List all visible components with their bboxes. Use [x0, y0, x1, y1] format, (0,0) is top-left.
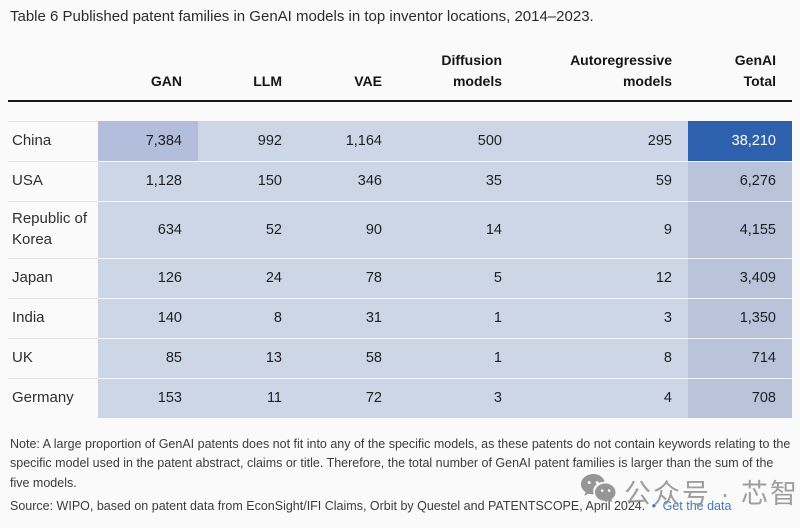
table-cell: 3,409	[688, 257, 792, 298]
table-cell: 58	[298, 337, 398, 378]
table-row-japan: Japan 126 24 78 5 12 3,409	[8, 257, 792, 298]
get-the-data-link[interactable]: Get the data	[662, 499, 732, 514]
table-cell: 1	[398, 337, 518, 378]
table-cell: 8	[518, 337, 688, 378]
table-cell: 126	[98, 257, 198, 298]
table-cell: 90	[298, 200, 398, 258]
table-cell: 14	[398, 200, 518, 258]
table-cell: 31	[298, 297, 398, 338]
table-cell: 714	[688, 337, 792, 378]
row-label-china: China	[8, 120, 98, 161]
table-cell: 150	[198, 160, 298, 201]
source-text: Source: WIPO, based on patent data from …	[10, 499, 646, 514]
table-cell: 35	[398, 160, 518, 201]
header-row: GAN LLM VAE Diffusion models Autoregress…	[8, 29, 792, 102]
table-cell: 11	[198, 377, 298, 418]
table-cell: 4,155	[688, 200, 792, 258]
bullet-separator: •	[651, 499, 657, 514]
table-cell: 12	[518, 257, 688, 298]
column-header-vae: VAE	[298, 29, 398, 102]
table-cell: 3	[398, 377, 518, 418]
header-body-spacer	[8, 101, 792, 121]
table-row-korea: Republic of Korea 634 52 90 14 9 4,155	[8, 200, 792, 258]
table-cell: 5	[398, 257, 518, 298]
table-cell: 1,164	[298, 121, 398, 161]
table-cell: 7,384	[98, 121, 198, 161]
table-row-germany: Germany 153 11 72 3 4 708	[8, 377, 792, 418]
table-cell-china-total: 38,210	[688, 121, 792, 161]
table-cell: 500	[398, 121, 518, 161]
column-header-diffusion: Diffusion models	[398, 29, 518, 102]
table-row-india: India 140 8 31 1 3 1,350	[8, 297, 792, 338]
row-label-germany: Germany	[8, 377, 98, 418]
column-header-autoregressive: Autoregressive models	[518, 29, 688, 102]
row-label-usa: USA	[8, 160, 98, 201]
table-cell: 6,276	[688, 160, 792, 201]
column-header-llm: LLM	[198, 29, 298, 102]
table-cell: 85	[98, 337, 198, 378]
table-cell: 9	[518, 200, 688, 258]
table-cell: 13	[198, 337, 298, 378]
table-cell: 24	[198, 257, 298, 298]
table-cell: 1	[398, 297, 518, 338]
table-cell: 634	[98, 200, 198, 258]
source-line: Source: WIPO, based on patent data from …	[8, 499, 792, 513]
table-cell: 8	[198, 297, 298, 338]
table-cell: 52	[198, 200, 298, 258]
table-cell: 992	[198, 121, 298, 161]
table-cell: 153	[98, 377, 198, 418]
table-title: Table 6 Published patent families in Gen…	[10, 8, 594, 25]
column-header-location	[8, 29, 98, 102]
column-header-genai-total: GenAI Total	[688, 29, 792, 102]
table-cell: 140	[98, 297, 198, 338]
table-cell: 708	[688, 377, 792, 418]
row-label-india: India	[8, 297, 98, 338]
table-note: Note: A large proportion of GenAI patent…	[10, 437, 791, 490]
table-row-china: China 7,384 992 1,164 500 295 38,210	[8, 120, 792, 161]
table-row-uk: UK 85 13 58 1 8 714	[8, 337, 792, 378]
patent-families-table: GAN LLM VAE Diffusion models Autoregress…	[8, 29, 792, 418]
row-label-korea: Republic of Korea	[8, 200, 98, 258]
table-cell: 295	[518, 121, 688, 161]
table-cell: 78	[298, 257, 398, 298]
table-cell: 346	[298, 160, 398, 201]
table-cell: 1,128	[98, 160, 198, 201]
table-row-usa: USA 1,128 150 346 35 59 6,276	[8, 160, 792, 201]
table-cell: 3	[518, 297, 688, 338]
column-header-gan: GAN	[98, 29, 198, 102]
table-cell: 4	[518, 377, 688, 418]
table-cell: 72	[298, 377, 398, 418]
table-cell: 1,350	[688, 297, 792, 338]
row-label-japan: Japan	[8, 257, 98, 298]
table-cell: 59	[518, 160, 688, 201]
table-figure: Table 6 Published patent families in Gen…	[8, 8, 792, 513]
row-label-uk: UK	[8, 337, 98, 378]
